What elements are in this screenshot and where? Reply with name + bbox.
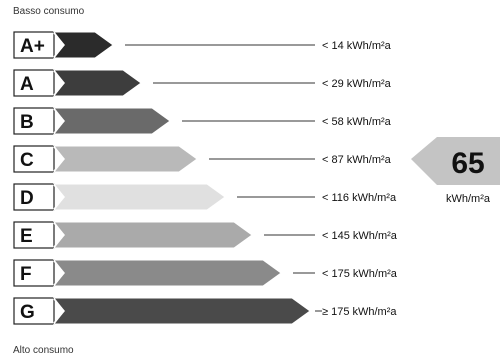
- class-arrow: [52, 183, 226, 211]
- class-threshold: < 14 kWh/m²a: [322, 40, 392, 52]
- class-threshold: < 58 kWh/m²a: [322, 116, 392, 128]
- class-letter-box: [13, 297, 55, 325]
- rating-value: 65: [451, 147, 484, 180]
- class-arrow: [52, 297, 311, 325]
- class-letter-box: [13, 145, 55, 173]
- class-letter-box: [13, 221, 55, 249]
- class-letter: G: [20, 302, 35, 323]
- energy-class-rows: A+ < 14 kWh/m²a A < 29 kWh/m²a B < 58 kWh/m²a…: [13, 31, 398, 325]
- rating-pointer-shape: [411, 137, 500, 185]
- arrow-chevron: [53, 70, 65, 96]
- class-arrow: [52, 259, 282, 287]
- high-consumption-label: Alto consumo: [13, 345, 74, 356]
- class-arrow: [52, 31, 114, 59]
- arrow-chevron: [53, 184, 65, 210]
- arrow-chevron: [53, 32, 65, 58]
- class-threshold: < 29 kWh/m²a: [322, 78, 392, 90]
- arrow-chevron: [53, 108, 65, 134]
- energy-class-row: A+ < 14 kWh/m²a: [13, 31, 392, 59]
- class-threshold: < 116 kWh/m²a: [322, 192, 397, 204]
- class-arrow: [52, 221, 253, 249]
- class-letter-box: [13, 183, 55, 211]
- arrow-chevron: [53, 222, 65, 248]
- energy-class-row: G ≥ 175 kWh/m²a: [13, 297, 397, 325]
- class-letter: C: [20, 150, 34, 171]
- class-letter-box: [13, 259, 55, 287]
- arrow-chevron: [53, 146, 65, 172]
- class-threshold: < 145 kWh/m²a: [322, 230, 398, 242]
- class-letter-box: [13, 69, 55, 97]
- class-threshold: < 175 kWh/m²a: [322, 268, 398, 280]
- class-letter-box: [13, 31, 55, 59]
- class-letter: B: [20, 112, 34, 133]
- class-letter: A+: [20, 36, 45, 57]
- class-letter: A: [20, 74, 34, 95]
- energy-class-row: E < 145 kWh/m²a: [13, 221, 398, 249]
- class-letter-box: [13, 107, 55, 135]
- energy-class-row: D < 116 kWh/m²a: [13, 183, 397, 211]
- class-arrow: [52, 107, 171, 135]
- energy-class-row: C < 87 kWh/m²a: [13, 145, 392, 173]
- energy-class-row: A < 29 kWh/m²a: [13, 69, 392, 97]
- energy-class-row: B < 58 kWh/m²a: [13, 107, 392, 135]
- rating-unit: kWh/m²a: [446, 193, 491, 205]
- class-letter: E: [20, 226, 33, 247]
- class-letter: D: [20, 188, 34, 209]
- class-threshold: < 87 kWh/m²a: [322, 154, 392, 166]
- class-arrow: [52, 69, 142, 97]
- energy-class-row: F < 175 kWh/m²a: [13, 259, 398, 287]
- low-consumption-label: Basso consumo: [13, 6, 85, 17]
- class-letter: F: [20, 264, 32, 285]
- class-arrow: [52, 145, 198, 173]
- rating-indicator: 65 kWh/m²a: [411, 137, 500, 205]
- arrow-chevron: [53, 260, 65, 286]
- class-threshold: ≥ 175 kWh/m²a: [322, 306, 397, 318]
- arrow-chevron: [53, 298, 65, 324]
